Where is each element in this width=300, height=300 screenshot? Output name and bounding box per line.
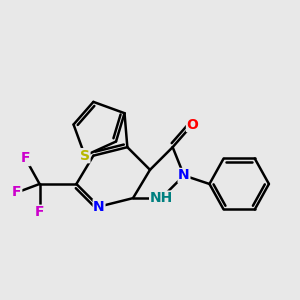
Text: F: F [35, 205, 44, 219]
Text: F: F [21, 152, 30, 166]
Text: NH: NH [150, 191, 173, 205]
Text: O: O [187, 118, 198, 131]
Text: N: N [178, 169, 190, 182]
Text: S: S [80, 149, 90, 163]
Text: F: F [12, 185, 22, 200]
Text: N: N [93, 200, 105, 214]
